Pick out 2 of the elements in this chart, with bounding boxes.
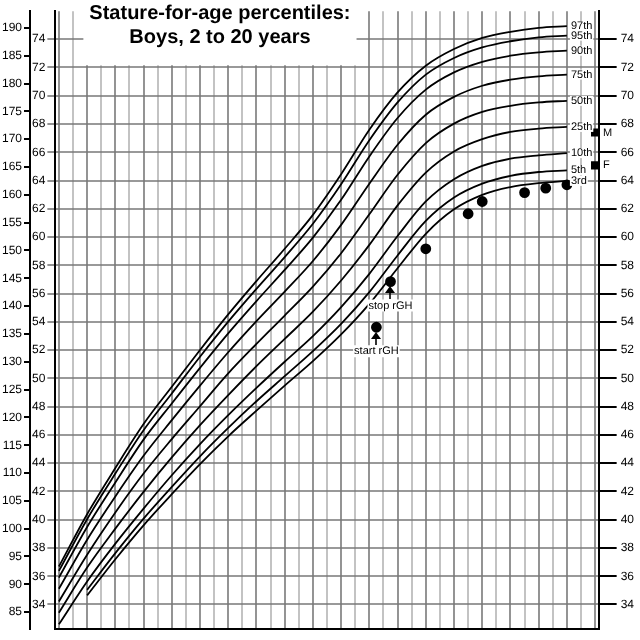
chart-title: Stature-for-age percentiles: bbox=[89, 2, 351, 25]
text: Boys, 2 to 20 years bbox=[129, 26, 312, 49]
